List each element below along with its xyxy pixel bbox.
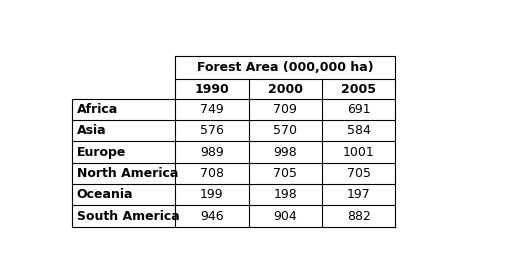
Text: Africa: Africa [77, 103, 118, 116]
Text: 691: 691 [347, 103, 371, 116]
Text: 198: 198 [273, 188, 297, 201]
Text: Europe: Europe [77, 146, 126, 159]
Text: Oceania: Oceania [77, 188, 133, 201]
Text: 709: 709 [273, 103, 297, 116]
Text: 904: 904 [273, 210, 297, 223]
Text: 749: 749 [200, 103, 224, 116]
Text: 570: 570 [273, 124, 297, 137]
Text: 576: 576 [200, 124, 224, 137]
Text: Forest Area (000,000 ha): Forest Area (000,000 ha) [197, 61, 374, 74]
Text: 998: 998 [273, 146, 297, 159]
Text: 2005: 2005 [341, 83, 376, 96]
Text: 708: 708 [200, 167, 224, 180]
Text: 946: 946 [200, 210, 224, 223]
Text: 199: 199 [200, 188, 224, 201]
Text: 2000: 2000 [268, 83, 303, 96]
Text: 1990: 1990 [195, 83, 229, 96]
Text: 584: 584 [347, 124, 371, 137]
Text: 197: 197 [347, 188, 371, 201]
Text: 705: 705 [347, 167, 371, 180]
Text: North America: North America [77, 167, 178, 180]
Text: 705: 705 [273, 167, 297, 180]
Text: South America: South America [77, 210, 179, 223]
Text: 882: 882 [347, 210, 371, 223]
Text: 1001: 1001 [343, 146, 374, 159]
Text: 989: 989 [200, 146, 224, 159]
Text: Asia: Asia [77, 124, 106, 137]
